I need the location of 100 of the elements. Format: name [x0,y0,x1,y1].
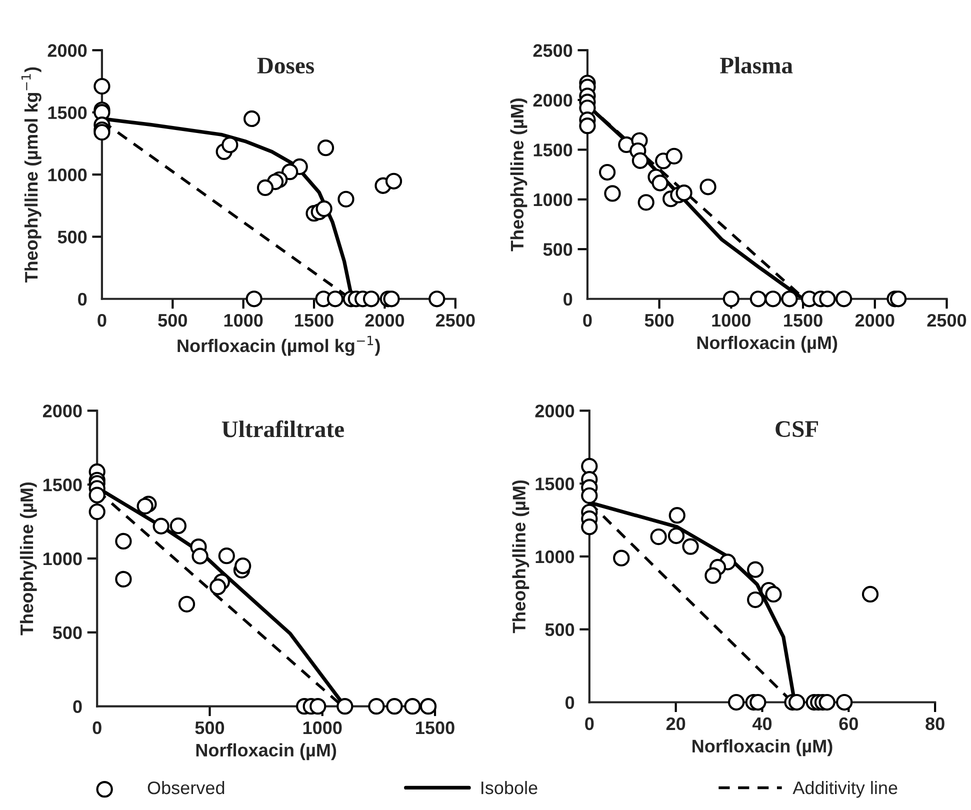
point [750,694,766,711]
x-tick-label: 500 [158,314,187,327]
point [218,548,235,564]
point [88,486,106,504]
point [788,694,806,711]
chart-title: CSF [776,421,818,437]
x-tick-label: 1000 [224,314,263,327]
x-tick-label: 0 [583,314,592,327]
y-tick-label: 0 [564,292,572,306]
y-tick-label: 1500 [48,106,87,120]
point [765,586,782,603]
point [750,290,767,308]
y-axis-title: Theophylline (µM) [510,98,528,252]
point [246,290,262,308]
point [666,148,682,164]
point [598,164,616,181]
y-tick-label: 500 [58,230,87,244]
point [836,290,852,308]
point [604,185,621,202]
y-axis-title: Theophylline (µM) [512,480,530,634]
x-tick-label: 2000 [855,314,894,327]
y-tick-label: 500 [52,626,82,640]
point [222,136,238,154]
point [764,290,782,308]
y-tick-label: 2000 [48,44,87,57]
point [362,290,380,308]
point [336,698,354,715]
x-axis-title: Norfloxacin (µM) [697,336,838,353]
point [316,200,332,218]
point [152,518,170,534]
point [781,290,798,308]
x-tick-label: 60 [839,717,858,730]
point [668,527,685,544]
point [722,290,740,308]
y-tick-label: 500 [545,623,574,636]
point [210,578,226,596]
chart-title: Plasma [720,56,793,74]
y-tick-label: 0 [565,696,574,709]
point [192,548,208,564]
x-tick-label: 20 [666,717,686,730]
x-tick-label: 80 [926,717,944,730]
point [115,570,132,588]
point [383,290,400,308]
y-tick-label: 1000 [536,550,574,564]
y-tick-label: 1000 [43,552,82,566]
x-axis-title: Norfloxacin (µmol kg$^{−1}$) [178,336,380,356]
y-tick-label: 1500 [43,478,82,492]
point [178,596,196,612]
x-tick-label: 2000 [365,314,404,327]
y-tick-label: 1500 [536,478,574,490]
x-tick-label: 500 [195,721,224,734]
x-tick-label: 0 [92,721,102,734]
point [282,163,298,180]
point [581,518,598,536]
y-tick-label: 0 [73,700,82,714]
y-tick-label: 2000 [42,404,82,418]
point [170,517,187,534]
point [890,290,907,308]
point [818,694,836,711]
point [386,698,403,715]
point [728,694,745,711]
x-tick-label: 0 [585,717,594,730]
chart-title: Doses [257,58,314,74]
y-tick-label: 2500 [533,44,572,57]
point [668,507,686,524]
point [136,498,154,514]
y-tick-label: 500 [543,243,572,256]
point [700,178,716,196]
point [632,152,649,169]
y-tick-label: 1000 [48,168,87,182]
point [404,698,421,715]
x-tick-label: 500 [644,314,674,327]
y-tick-label: 2000 [535,404,574,418]
point [638,194,654,211]
point [115,532,132,550]
point [428,290,446,308]
point [704,567,722,584]
y-axis-title: Theophylline (µM) [20,482,37,636]
point [579,117,596,134]
point [368,698,385,715]
x-tick-label: 2500 [436,314,475,327]
point [310,698,326,715]
point [94,78,110,95]
legend-label: Additivity line [792,780,898,798]
point [88,503,106,520]
point [652,174,668,192]
point [682,538,699,555]
point [581,458,598,475]
x-tick-label: 1000 [303,721,342,734]
y-tick-label: 2000 [533,94,572,107]
y-tick-label: 1500 [534,144,572,156]
legend-label: Isobole [482,780,538,794]
y-axis-title: Theophylline (µmol kg$^{−1}$) [21,67,42,283]
point [326,290,344,308]
point [256,179,274,196]
point [746,591,764,608]
x-axis-title: Norfloxacin (µM) [196,743,336,760]
x-tick-label: 1500 [416,721,454,734]
x-tick-label: 40 [752,717,772,730]
x-tick-label: 1500 [295,314,334,327]
